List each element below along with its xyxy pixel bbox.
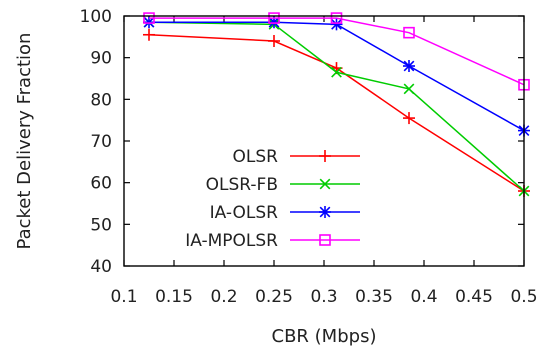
x-tick-label: 0.25 <box>255 287 293 307</box>
y-axis-title: Packet Delivery Fraction <box>14 33 35 250</box>
legend-label: IA-MPOLSR <box>185 231 278 251</box>
legend-label: OLSR-FB <box>206 175 278 195</box>
x-tick-label: 0.45 <box>455 287 493 307</box>
y-tick-label: 70 <box>90 132 112 152</box>
series-lines <box>143 12 530 197</box>
x-tick-label: 0.1 <box>110 287 137 307</box>
legend-swatch-marker <box>319 178 331 190</box>
x-tick-label: 0.15 <box>155 287 193 307</box>
data-point-olsr <box>268 35 280 47</box>
data-point-ia-olsr <box>330 18 343 31</box>
data-point-ia-mpolsr <box>403 26 415 39</box>
tick-marks <box>123 15 525 267</box>
y-tick-label: 50 <box>90 215 112 235</box>
data-point-olsr-fb <box>403 83 415 95</box>
data-point-olsr-fb <box>331 66 342 78</box>
x-tick-label: 0.2 <box>210 287 237 307</box>
series-line-ia-mpolsr <box>149 17 525 86</box>
data-point-ia-olsr <box>403 60 415 72</box>
legend-swatch-marker <box>319 234 331 246</box>
legend-item-olsr-fb: OLSR-FB <box>206 175 360 195</box>
y-tick-label: 90 <box>90 49 112 69</box>
legend-label: IA-OLSR <box>210 203 279 223</box>
series-line-ia-olsr <box>149 21 525 132</box>
data-point-ia-olsr <box>143 16 155 29</box>
plot-frame <box>123 15 525 267</box>
legend-swatch-marker <box>319 150 331 162</box>
data-point-ia-mpolsr <box>143 12 155 24</box>
data-point-ia-mpolsr <box>268 12 280 24</box>
legend-item-olsr: OLSR <box>233 147 360 167</box>
data-point-olsr <box>403 112 415 125</box>
series-line-olsr <box>148 34 525 192</box>
legend-item-ia-olsr: IA-OLSR <box>210 203 360 223</box>
y-tick-label: 80 <box>90 90 112 110</box>
legend-swatch-marker <box>319 206 331 218</box>
y-tick-label: 40 <box>90 257 112 277</box>
y-tick-label: 100 <box>80 7 112 27</box>
series-line-olsr-fb <box>148 21 525 192</box>
x-tick-label: 0.5 <box>510 287 537 307</box>
data-point-ia-olsr <box>268 16 280 29</box>
x-tick-label: 0.4 <box>410 287 437 307</box>
legend: OLSR OLSR-FB IA-OLSR IA-MPOLSR <box>185 147 360 251</box>
x-axis-title: CBR (Mbps) <box>272 326 377 347</box>
data-point-ia-mpolsr <box>330 12 343 24</box>
data-point-olsr <box>143 28 155 41</box>
legend-item-ia-mpolsr: IA-MPOLSR <box>185 231 360 251</box>
legend-label: OLSR <box>233 147 279 167</box>
y-tick-label: 60 <box>90 174 112 194</box>
tick-labels: 0.1 0.15 0.2 0.25 0.3 0.35 0.4 0.45 0.5 40 50 60 70 8… <box>80 7 538 307</box>
x-tick-label: 0.35 <box>355 287 393 307</box>
x-tick-label: 0.3 <box>310 287 337 307</box>
